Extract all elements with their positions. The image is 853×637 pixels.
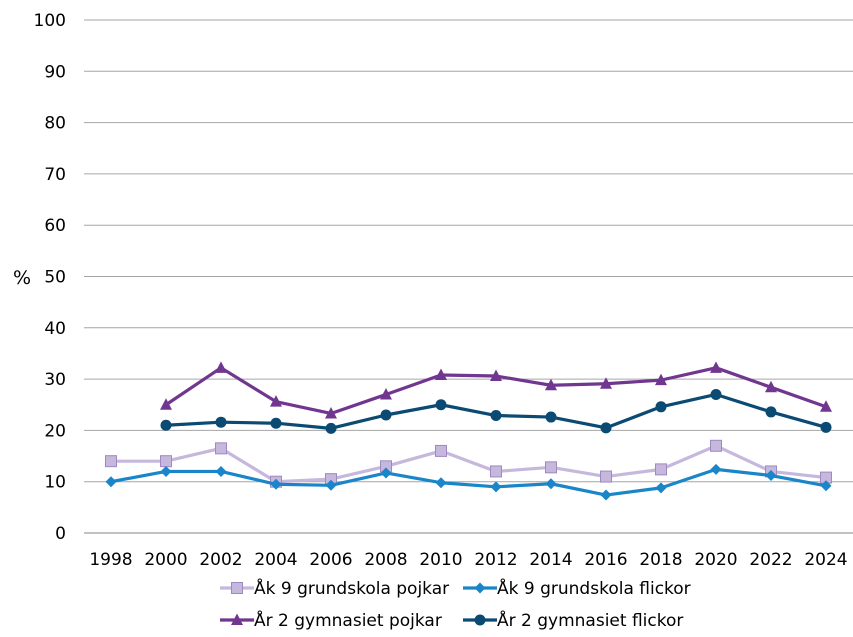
x-tick-label: 2022 (749, 550, 792, 570)
data-point-circle-marker (820, 421, 832, 433)
x-axis-ticks: 1998 2000 2002 2004 2006 2008 2010 2012 2014 2016… (89, 550, 847, 570)
data-point-triangle-marker (160, 398, 172, 410)
data-point-square-marker (435, 444, 447, 457)
legend-label: År 2 gymnasiet flickor (497, 609, 683, 631)
data-point-diamond-marker (105, 476, 117, 488)
x-tick-label: 2008 (364, 550, 407, 570)
x-tick-label: 1998 (89, 550, 132, 570)
y-tick-label: 90 (44, 62, 66, 82)
data-point-triangle-marker (490, 369, 502, 382)
legend-label: Åk 9 grundskola pojkar (254, 577, 449, 599)
series-1 (105, 439, 832, 488)
legend: Åk 9 grundskola pojkar Åk 9 grundskola fl… (220, 577, 691, 631)
data-point-diamond-marker (435, 477, 447, 489)
data-point-circle-marker (380, 409, 392, 421)
legend-diamond-marker (474, 582, 486, 594)
data-point-diamond-marker (490, 481, 502, 493)
x-tick-label: 2010 (419, 550, 462, 570)
x-tick-label: 2020 (694, 550, 737, 570)
data-point-triangle-marker (545, 378, 557, 391)
data-point-square-marker (710, 439, 722, 452)
data-point-circle-marker (270, 417, 282, 429)
data-point-diamond-marker (545, 478, 557, 490)
data-point-diamond-marker (215, 465, 227, 477)
legend-item: År 2 gymnasiet flickor (463, 609, 683, 631)
legend-circle-marker (474, 614, 486, 626)
data-point-square-marker (160, 455, 172, 468)
data-point-circle-marker (545, 411, 557, 423)
series-3 (160, 361, 832, 419)
data-point-circle-marker (160, 419, 172, 431)
series-line (111, 444, 827, 484)
legend-square-marker (231, 582, 243, 594)
x-tick-label: 2014 (529, 550, 572, 570)
x-tick-label: 2016 (584, 550, 627, 570)
data-point-circle-marker (215, 416, 227, 428)
x-tick-label: 2004 (254, 550, 297, 570)
data-point-triangle-marker (270, 395, 282, 407)
data-point-circle-marker (325, 422, 337, 434)
x-tick-label: 2024 (804, 550, 847, 570)
series-group (105, 361, 832, 501)
gridlines (84, 19, 853, 534)
legend-item: Åk 9 grundskola pojkar (220, 577, 449, 599)
x-tick-label: 2000 (144, 550, 187, 570)
data-point-diamond-marker (765, 470, 777, 482)
data-point-diamond-marker (820, 480, 832, 492)
x-tick-label: 2002 (199, 550, 242, 570)
y-tick-label: 50 (44, 268, 66, 288)
y-axis-label: % (13, 267, 31, 289)
x-tick-label: 2012 (474, 550, 517, 570)
data-point-diamond-marker (160, 465, 172, 477)
y-tick-label: 30 (44, 370, 66, 390)
y-tick-label: 40 (44, 319, 66, 339)
data-point-circle-marker (490, 410, 502, 422)
legend-triangle-marker (231, 613, 243, 625)
data-point-circle-marker (435, 399, 447, 411)
data-point-triangle-marker (325, 406, 337, 419)
legend-item: Åk 9 grundskola flickor (463, 577, 691, 599)
data-point-diamond-marker (325, 479, 337, 491)
data-point-triangle-marker (435, 368, 447, 380)
series-4 (160, 388, 832, 434)
data-point-triangle-marker (765, 380, 777, 393)
data-point-triangle-marker (710, 361, 722, 373)
data-point-circle-marker (765, 406, 777, 418)
data-point-diamond-marker (710, 463, 722, 475)
x-tick-label: 2006 (309, 550, 352, 570)
data-point-circle-marker (655, 401, 667, 413)
y-tick-label: 0 (55, 524, 66, 544)
y-tick-label: 80 (44, 114, 66, 134)
series-line (110, 467, 827, 497)
data-point-square-marker (490, 465, 502, 478)
y-tick-label: 20 (44, 421, 66, 441)
data-point-square-marker (215, 442, 227, 455)
data-point-triangle-marker (600, 377, 612, 389)
data-point-circle-marker (710, 388, 722, 400)
data-point-diamond-marker (655, 482, 667, 494)
x-tick-label: 2018 (639, 550, 682, 570)
y-tick-label: 100 (34, 11, 66, 31)
data-point-square-marker (600, 470, 612, 483)
y-axis-ticks: 0 10 20 30 40 50 60 70 80 90 100 (34, 11, 66, 544)
data-point-triangle-marker (215, 361, 227, 373)
data-point-diamond-marker (600, 489, 612, 501)
data-point-square-marker (105, 455, 117, 468)
legend-label: Åk 9 grundskola flickor (497, 577, 691, 599)
y-tick-label: 70 (44, 165, 66, 185)
data-point-triangle-marker (655, 373, 667, 386)
y-tick-label: 60 (44, 216, 66, 236)
legend-label: År 2 gymnasiet pojkar (254, 609, 442, 631)
data-point-square-marker (545, 461, 557, 474)
data-point-diamond-marker (380, 467, 392, 479)
data-point-triangle-marker (380, 387, 392, 400)
data-point-diamond-marker (270, 478, 282, 490)
legend-item: År 2 gymnasiet pojkar (220, 609, 442, 631)
y-tick-label: 10 (44, 473, 66, 493)
data-point-triangle-marker (820, 400, 832, 412)
series-2 (105, 463, 832, 501)
data-point-circle-marker (600, 422, 612, 434)
data-point-square-marker (655, 463, 667, 476)
